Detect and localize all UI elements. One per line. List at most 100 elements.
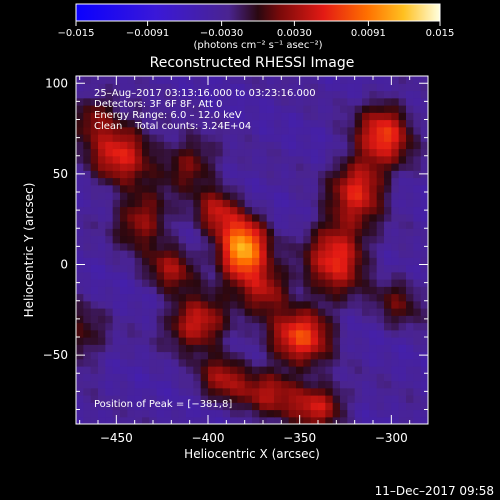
heatmap-cell [310,90,319,99]
heatmap-cell [398,286,407,295]
heatmap-cell [354,358,363,367]
heatmap-cell [266,105,275,113]
heatmap-cell [303,213,312,222]
x-axis-label: Heliocentric X (arcsec) [184,447,320,461]
heatmap-cell [384,337,392,345]
heatmap-cell [303,344,312,353]
heatmap-cell [274,402,282,411]
heatmap-cell [266,344,275,353]
heatmap-cell [391,344,400,353]
heatmap-cell [127,199,136,208]
heatmap-cell [156,308,165,316]
heatmap-cell [186,315,194,324]
heatmap-cell [332,235,341,244]
heatmap-cell [193,177,202,186]
heatmap-cell [398,83,407,92]
heatmap-cell [105,351,114,360]
heatmap-cell [288,373,297,382]
heatmap-cell [171,344,180,353]
heatmap-cell [120,170,128,179]
heatmap-cell [178,373,187,382]
heatmap-cell [112,322,121,331]
heatmap-cell [105,170,114,179]
heatmap-cell [134,76,143,84]
heatmap-cell [244,199,253,208]
heatmap-cell [354,192,363,200]
heatmap-cell [413,112,422,121]
heatmap-cell [186,206,194,215]
heatmap-cell [310,170,319,179]
heatmap-cell [325,126,334,135]
heatmap-cell [90,97,99,106]
heatmap-cell [391,257,400,266]
heatmap-cell [105,112,114,121]
heatmap-cell [259,177,268,186]
heatmap-cell [376,416,385,424]
heatmap-cell [171,286,180,295]
heatmap-cell [384,134,392,142]
heatmap-cell [281,221,290,229]
heatmap-cell [259,402,268,411]
heatmap-cell [413,119,422,128]
heatmap-cell [171,279,180,287]
heatmap-cell [222,402,231,411]
heatmap-cell [98,409,106,418]
heatmap-cell [274,416,282,424]
heatmap-cell [296,170,304,179]
heatmap-cell [156,366,165,374]
heatmap-cell [420,155,428,164]
heatmap-cell [90,105,99,113]
heatmap-cell [105,76,114,84]
heatmap-cell [340,170,348,179]
heatmap-cell [200,358,209,367]
heatmap-cell [200,199,209,208]
heatmap-cell [310,351,319,360]
heatmap-cell [325,83,334,92]
heatmap-cell [120,250,128,258]
heatmap-cell [303,134,312,142]
heatmap-cell [105,373,114,382]
heatmap-cell [171,271,180,280]
heatmap-cell [406,235,414,244]
heatmap-cell [149,293,158,302]
heatmap-cell [362,402,370,411]
heatmap-cell [208,279,216,287]
heatmap-cell [413,90,422,99]
heatmap-cell [274,141,282,150]
heatmap-cell [200,126,209,135]
colorbar-tick-label: 0.0030 [277,28,312,39]
heatmap-cell [406,134,414,142]
heatmap-cell [98,416,106,424]
heatmap-cell [406,221,414,229]
heatmap-cell [325,148,334,157]
heatmap-cell [281,141,290,150]
heatmap-cell [208,315,216,324]
heatmap-cell [193,366,202,374]
heatmap-cell [244,344,253,353]
heatmap-cell [156,206,165,215]
heatmap-cell [208,235,216,244]
heatmap-cell [398,300,407,309]
heatmap-cell [244,366,253,374]
heatmap-cell [296,366,304,374]
heatmap-cell [200,221,209,229]
heatmap-cell [288,279,297,287]
heatmap-cell [362,221,370,229]
heatmap-cell [244,235,253,244]
heatmap-cell [120,148,128,157]
heatmap-cell [332,250,341,258]
heatmap-cell [244,184,253,193]
heatmap-cell [83,387,92,396]
heatmap-cell [98,221,106,229]
heatmap-cell [369,170,378,179]
heatmap-cell [134,300,143,309]
heatmap-cell [252,286,260,295]
heatmap-cell [362,126,370,135]
heatmap-cell [193,271,202,280]
heatmap-cell [164,112,172,121]
heatmap-cell [171,235,180,244]
heatmap-cell [120,221,128,229]
heatmap-cell [171,329,180,338]
heatmap-cell [420,90,428,99]
heatmap-cell [83,112,92,121]
